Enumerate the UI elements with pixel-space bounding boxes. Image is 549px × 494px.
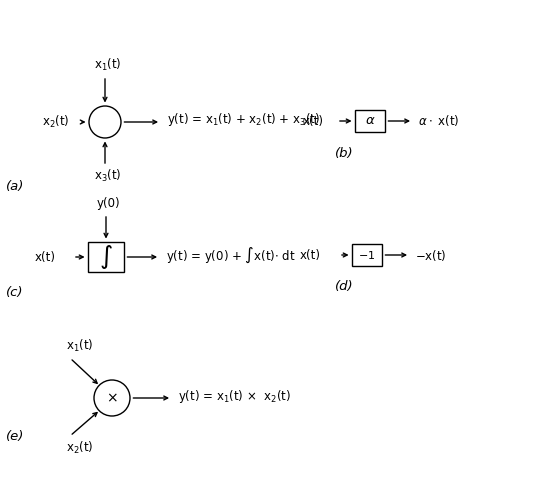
Bar [88,242,124,272]
Text: $-1$: $-1$ [358,249,376,261]
Text: (a): (a) [6,180,24,193]
Text: x(t): x(t) [35,250,56,263]
Text: y(0): y(0) [96,197,120,210]
Bar [352,244,382,266]
Text: x$_1$(t): x$_1$(t) [94,57,122,73]
Text: $\alpha\cdot$ x(t): $\alpha\cdot$ x(t) [418,114,460,128]
Text: x$_3$(t): x$_3$(t) [94,168,122,184]
Text: (d): (d) [335,280,354,293]
Text: x$_2$(t): x$_2$(t) [42,114,70,130]
Text: (b): (b) [335,147,354,160]
Text: $\alpha$: $\alpha$ [365,115,376,127]
Text: x$_2$(t): x$_2$(t) [66,440,93,456]
Text: y(t) = y(0) + $\int$x(t)$\cdot$ dt: y(t) = y(0) + $\int$x(t)$\cdot$ dt [166,246,296,265]
Text: x(t): x(t) [303,115,324,127]
Text: (e): (e) [6,430,24,443]
Text: x$_1$(t): x$_1$(t) [66,338,93,354]
Text: $\int$: $\int$ [99,243,113,271]
Text: $-$x(t): $-$x(t) [415,247,446,262]
Text: $\times$: $\times$ [106,391,118,405]
Text: y(t) = x$_1$(t) + x$_2$(t) + x$_3$(t): y(t) = x$_1$(t) + x$_2$(t) + x$_3$(t) [167,111,320,127]
Text: y(t) = x$_1$(t) $\times$  x$_2$(t): y(t) = x$_1$(t) $\times$ x$_2$(t) [178,387,291,405]
Text: (c): (c) [6,286,24,299]
Bar [355,110,385,132]
Text: x(t): x(t) [300,248,321,261]
